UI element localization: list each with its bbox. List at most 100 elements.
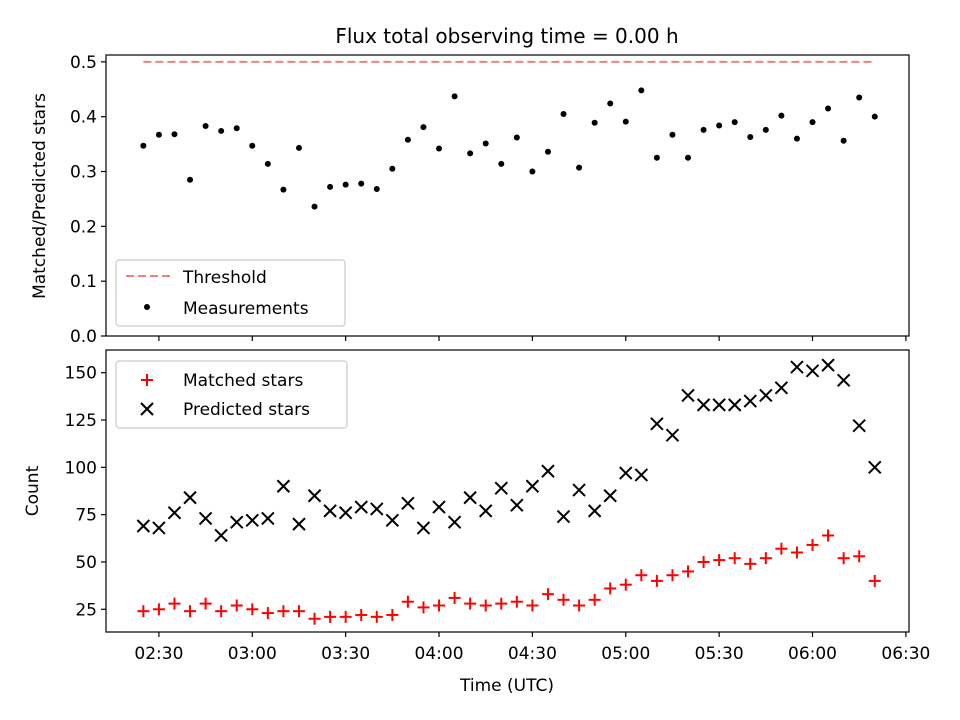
matched-point [308,612,321,625]
measurement-point [513,134,520,141]
ratio-panel: 0.0 0.1 0.2 0.3 0.4 0.5 Matched/Predicted sta… [30,53,910,347]
x-tick-label: 03:30 [321,644,370,664]
predicted-point [447,515,462,529]
measurement-point [871,113,878,120]
matched-point [339,610,352,623]
predicted-point [416,521,431,535]
count-panel: 25 50 75 100 125 150 02:30 03:00 03:30 04:00 04:30… [23,349,930,696]
matched-point [479,599,492,612]
legend-predicted-label: Predicted stars [183,400,310,420]
matched-point [261,607,274,620]
matched-point [417,601,430,614]
measurement-point [793,135,800,142]
matched-point [199,597,212,610]
measurement-point [373,186,380,193]
matched-point [650,574,663,587]
matched-point [666,569,679,582]
predicted-point [541,464,555,478]
matched-point [386,608,399,621]
measurement-point [638,87,645,94]
matched-point [713,554,726,567]
predicted-point [354,500,368,514]
matched-point [822,529,835,542]
predicted-point [401,496,415,511]
measurement-point [622,118,629,125]
legend-matched-label: Matched stars [183,371,303,391]
matched-point [464,597,477,610]
predicted-point [292,517,306,531]
measurement-point [155,131,162,138]
measurement-point [560,110,567,117]
predicted-point [852,418,866,433]
predicted-point [821,358,835,372]
x-tick-label: 06:00 [788,644,837,664]
predicted-point [774,381,789,395]
predicted-point [650,417,664,431]
x-tick-label: 06:30 [881,644,930,664]
count-y-tick-label: 100 [65,458,97,478]
predicted-point [385,513,400,528]
measurement-point [653,154,660,161]
matched-point [215,605,228,618]
measurement-point [327,183,334,190]
predicted-point [152,521,166,535]
ratio-panel-frame [105,54,910,337]
matched-point [775,542,788,555]
matched-point [573,599,586,612]
measurement-point [778,112,785,119]
matched-point [619,578,632,591]
predicted-point [479,504,493,518]
measurement-point [233,125,240,132]
ratio-y-tick-label: 0.4 [70,108,97,128]
measurement-point [685,154,692,161]
predicted-point [712,398,726,412]
predicted-point [743,394,757,408]
measurement-point [856,94,863,101]
measurement-point [544,148,551,155]
legend-measurements-label: Measurements [183,299,309,319]
measurement-point [202,123,209,130]
x-tick-label: 03:00 [228,644,277,664]
measurement-point [404,136,411,143]
measurement-point [467,150,474,157]
matched-point [433,599,446,612]
predicted-point [836,373,851,387]
ratio-y-axis-label: Matched/Predicted stars [30,93,50,299]
measurement-point [591,119,598,126]
legend-predicted-swatch [140,402,154,416]
ratio-legend-box [115,259,346,327]
predicted-point [338,506,353,520]
measurement-point [358,180,365,187]
count-y-tick-label: 50 [75,553,97,573]
measurement-point [420,124,427,131]
measurement-point [498,160,505,167]
matched-point [495,597,508,610]
x-tick-label: 04:00 [415,644,464,664]
predicted-point [868,460,882,475]
predicted-point [727,398,742,412]
measurement-point [311,203,318,210]
matched-point [277,605,290,618]
measurement-point [607,100,614,107]
matched-point [790,546,803,559]
ratio-y-tick-label: 0.2 [70,217,97,237]
matched-point [728,552,741,565]
ratio-y-tick-label: 0.5 [70,53,97,73]
measurement-point [171,131,178,138]
predicted-point [183,490,197,505]
count-legend-box [115,360,348,429]
measurement-point [840,137,847,144]
measurement-point [747,133,754,140]
matched-point [868,574,881,587]
x-tick-label: 04:30 [508,644,557,664]
matched-point [588,593,601,606]
matched-point [137,605,150,618]
matched-point [604,582,617,595]
predicted-point [510,498,524,512]
matched-point [230,599,243,612]
predicted-point [230,515,244,529]
predicted-point [214,528,228,543]
predicted-point [790,360,804,374]
count-legend: Matched stars Predicted stars [115,360,348,429]
x-axis-label: Time (UTC) [459,676,554,696]
